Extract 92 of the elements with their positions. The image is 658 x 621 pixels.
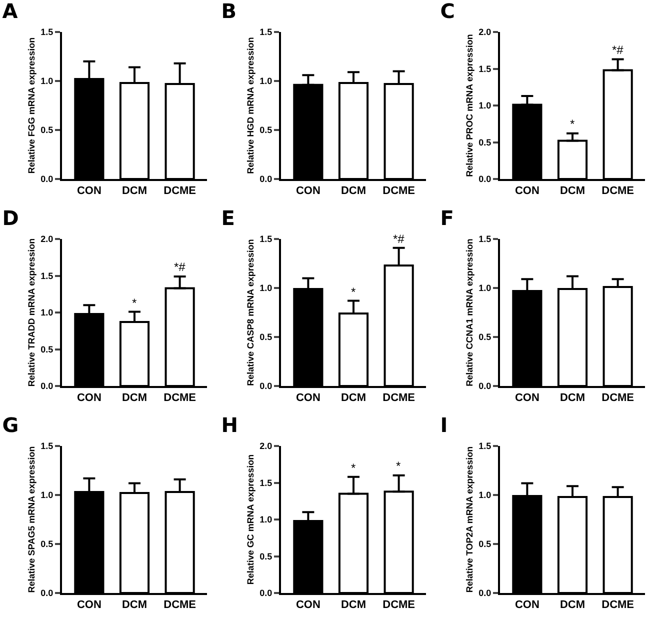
y-tick-label: 1.0: [260, 76, 272, 86]
x-tick-label: DCME: [602, 392, 634, 404]
x-tick-label: CON: [514, 392, 540, 404]
x-tick-label: DCM: [560, 185, 586, 198]
annotation: *: [351, 285, 356, 299]
x-tick-label: DCME: [382, 599, 416, 612]
annotation: *#: [612, 43, 624, 57]
x-tick-label: DCM: [340, 599, 366, 612]
y-tick-label: 0.5: [260, 551, 272, 562]
annotation: *#: [174, 260, 186, 274]
x-tick-label: DCME: [382, 392, 416, 404]
y-tick-label: 1.0: [478, 283, 492, 294]
y-tick-label: 0.0: [260, 381, 272, 392]
annotation: *#: [393, 232, 405, 246]
y-tick-label: 0.5: [260, 332, 272, 342]
chart-title: A: [2, 0, 18, 24]
y-tick-label: 1.0: [260, 514, 272, 525]
y-tick-label: 0.0: [478, 588, 492, 598]
annotation: *: [570, 117, 575, 131]
y-tick-label: 1.0: [478, 100, 492, 111]
y-tick-label: 0.5: [478, 137, 492, 148]
y-tick-label: 2.0: [40, 234, 54, 244]
y-tick-label: 1.5: [40, 27, 54, 38]
y-tick-label: 1.0: [260, 283, 272, 294]
annotation: *: [132, 296, 137, 310]
y-axis-title: Relative GC mRNA expression: [246, 454, 256, 585]
y-tick-label: 1.5: [40, 441, 54, 452]
y-tick-label: 0.5: [478, 332, 492, 342]
y-tick-label: 1.5: [478, 64, 492, 74]
y-axis-title: Relative FGG mRNA expression: [26, 37, 37, 174]
x-tick-label: DCME: [164, 599, 196, 612]
chart-title: H: [221, 413, 238, 438]
annotation: *: [396, 459, 401, 473]
chart-title: C: [440, 0, 455, 24]
y-tick-label: 1.0: [40, 76, 54, 86]
x-tick-label: DCM: [340, 392, 366, 404]
y-axis-title: Relative TOP2A mRNA expression: [464, 446, 475, 593]
x-tick-label: CON: [296, 599, 320, 612]
x-tick-label: CON: [76, 392, 102, 404]
y-tick-label: 1.0: [40, 490, 54, 500]
x-tick-label: DCM: [560, 392, 586, 404]
y-tick-label: 0.0: [478, 174, 492, 184]
y-axis-title: Relative TRADD mRNA expression: [26, 238, 37, 387]
y-tick-label: 0.0: [478, 381, 492, 392]
y-tick-label: 0.5: [40, 539, 54, 550]
y-tick-label: 1.5: [478, 441, 492, 452]
x-tick-label: DCM: [122, 599, 148, 612]
chart-title: E: [221, 206, 235, 230]
y-tick-label: 1.5: [40, 270, 54, 281]
x-tick-label: CON: [76, 599, 102, 612]
y-tick-label: 0.0: [40, 588, 54, 598]
chart-title: G: [2, 413, 19, 438]
x-tick-label: DCM: [122, 392, 148, 404]
y-tick-label: 0.0: [40, 174, 54, 184]
x-tick-label: DCME: [602, 599, 634, 612]
y-tick-label: 0.5: [478, 539, 492, 550]
y-tick-label: 0.5: [260, 125, 272, 136]
x-tick-label: DCME: [164, 392, 196, 404]
x-tick-label: DCME: [382, 185, 416, 198]
x-tick-label: CON: [514, 599, 540, 612]
x-tick-label: DCME: [602, 185, 634, 198]
y-tick-label: 1.5: [260, 234, 272, 244]
annotation: *: [351, 461, 356, 475]
y-tick-label: 1.0: [478, 490, 492, 500]
x-tick-label: DCME: [164, 185, 196, 198]
chart-title: B: [221, 0, 236, 24]
x-tick-label: DCM: [560, 599, 586, 612]
y-axis-title: Relative SPAG5 mRNA expression: [26, 446, 37, 593]
y-axis-title: Relative HGD mRNA expression: [246, 37, 256, 174]
y-axis-title: Relative CCNA1 mRNA expression: [464, 238, 475, 386]
y-tick-label: 1.0: [40, 308, 54, 318]
y-tick-label: 2.0: [260, 441, 272, 452]
y-tick-label: 0.5: [40, 344, 54, 354]
x-tick-label: CON: [296, 185, 320, 198]
x-tick-label: CON: [76, 185, 102, 198]
y-tick-label: 0.0: [260, 174, 272, 184]
x-tick-label: CON: [514, 185, 540, 198]
y-tick-label: 1.5: [260, 27, 272, 38]
x-tick-label: DCM: [122, 185, 148, 198]
y-tick-label: 0.0: [40, 381, 54, 392]
chart-title: I: [440, 413, 448, 438]
y-tick-label: 2.0: [478, 27, 492, 38]
x-tick-label: DCM: [340, 185, 366, 198]
x-tick-label: CON: [296, 392, 320, 404]
y-tick-label: 0.0: [260, 588, 272, 598]
y-tick-label: 1.5: [260, 478, 272, 488]
chart-title: D: [2, 206, 19, 230]
y-tick-label: 1.5: [478, 234, 492, 244]
y-axis-title: Relative CASP8 mRNA expression: [246, 239, 256, 386]
y-tick-label: 0.5: [40, 125, 54, 136]
y-axis-title: Relative PROC mRNA expression: [464, 34, 475, 177]
chart-title: F: [440, 206, 454, 230]
